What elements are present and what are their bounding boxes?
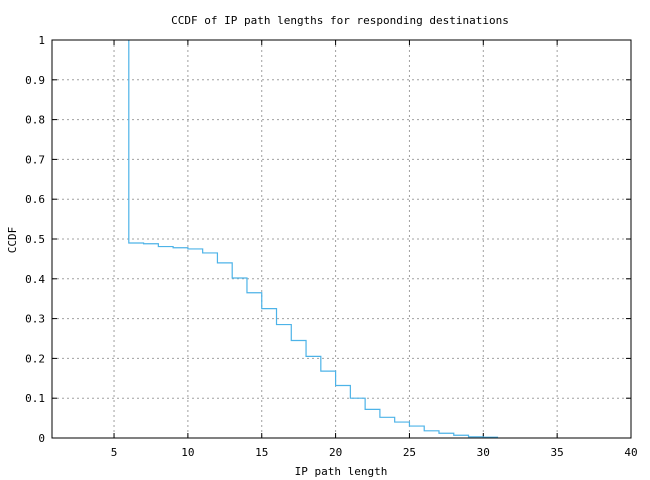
- ticks: 5 10 15 20 25 30 35 40 0 0.1 0.2 0.3 0.4 0.5 0.6 0.7 0.8…: [25, 34, 638, 459]
- y-tick-label: 0.7: [25, 153, 45, 166]
- y-tick-label: 0.2: [25, 352, 45, 365]
- y-tick-label: 0: [38, 432, 45, 445]
- x-tick-label: 30: [477, 446, 490, 459]
- x-tick-label: 35: [551, 446, 564, 459]
- x-tick-label: 20: [329, 446, 342, 459]
- x-axis-label: IP path length: [295, 465, 388, 478]
- y-tick-label: 0.1: [25, 392, 45, 405]
- y-tick-label: 0.6: [25, 193, 45, 206]
- x-tick-label: 40: [624, 446, 637, 459]
- ccdf-series-line: [128, 40, 499, 438]
- y-tick-label: 0.9: [25, 74, 45, 87]
- y-tick-label: 0.3: [25, 313, 45, 326]
- y-axis-label: CCDF: [6, 227, 19, 254]
- chart-title: CCDF of IP path lengths for responding d…: [171, 14, 509, 27]
- x-tick-label: 10: [181, 446, 194, 459]
- grid: [52, 40, 631, 438]
- y-tick-label: 0.8: [25, 114, 45, 127]
- y-tick-label: 0.4: [25, 273, 45, 286]
- x-tick-label: 15: [255, 446, 268, 459]
- plot-frame: [51, 39, 632, 439]
- x-tick-label: 5: [111, 446, 118, 459]
- y-tick-label: 0.5: [25, 233, 45, 246]
- x-tick-label: 25: [403, 446, 416, 459]
- y-tick-label: 1: [38, 34, 45, 47]
